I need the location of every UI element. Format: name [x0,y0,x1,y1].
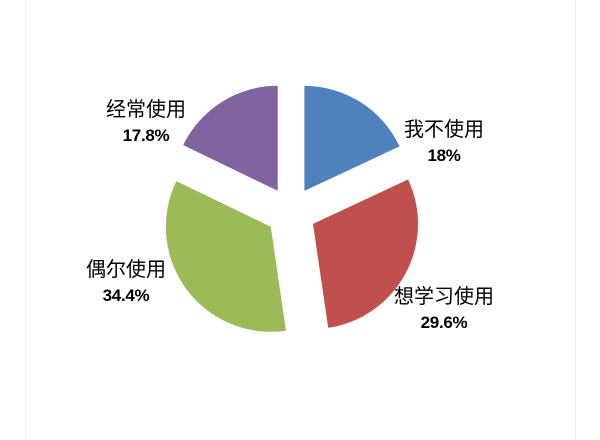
slice-label-pct: 17.8% [122,126,170,145]
slice-label-pct: 18% [427,146,461,165]
pie-slice-2 [165,181,286,332]
page-edge-line-right [575,0,576,440]
slice-label-jingchang-shiyong: 经常使用 17.8% [106,98,186,145]
slice-label-pct: 34.4% [102,286,150,305]
slice-label-pct: 29.6% [420,313,468,332]
slice-label-text: 经常使用 [106,99,186,121]
slice-label-wo-bu-shiyong: 我不使用 18% [404,118,484,165]
pie-slice-3 [183,85,278,191]
slice-label-xiang-xuexi-shiyong: 想学习使用 29.6% [394,285,494,332]
page-edge-line-left [25,0,26,440]
pie-slice-1 [313,179,418,328]
slice-label-ouer-shiyong: 偶尔使用 34.4% [86,258,166,305]
slice-label-text: 想学习使用 [394,286,494,308]
slice-label-text: 我不使用 [404,119,484,141]
slice-label-text: 偶尔使用 [86,259,166,281]
pie-slice-0 [304,85,400,191]
